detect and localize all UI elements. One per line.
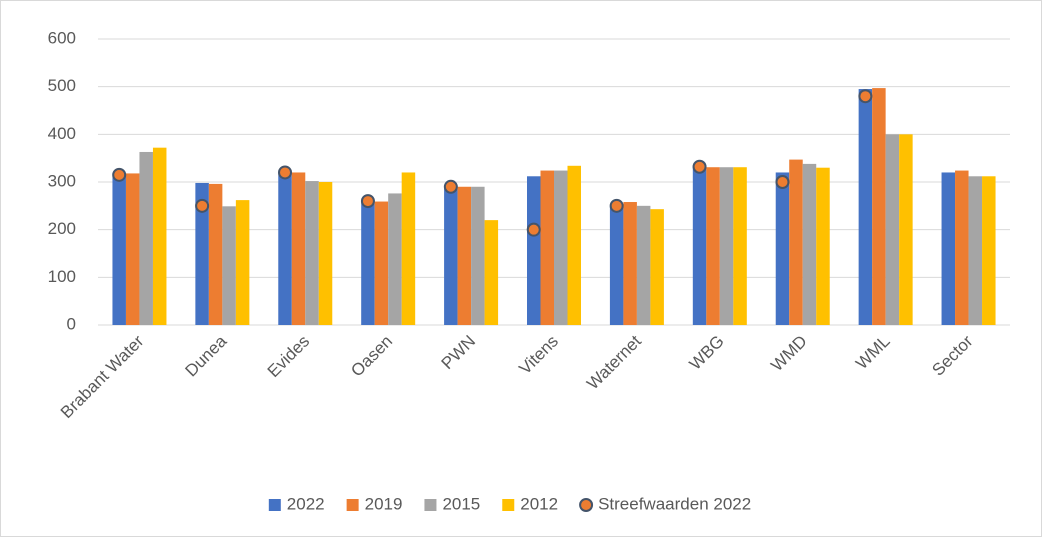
bar (222, 206, 236, 325)
bar (719, 167, 734, 325)
target-marker (278, 165, 293, 180)
y-tick-label: 400 (48, 124, 76, 143)
y-tick-label: 200 (48, 219, 76, 238)
y-tick-label: 300 (48, 171, 76, 190)
target-marker (112, 167, 127, 182)
target-marker (858, 89, 873, 104)
target-marker (195, 198, 210, 213)
bar (554, 170, 568, 325)
bar (775, 172, 790, 325)
legend-label: 2015 (442, 494, 480, 513)
legend-swatch (268, 499, 281, 511)
target-marker (609, 198, 624, 213)
bar (623, 202, 637, 325)
bar (982, 176, 996, 325)
bar (816, 167, 830, 325)
bar (650, 209, 664, 325)
bar (208, 183, 223, 325)
legend-swatch (424, 499, 437, 511)
bar (401, 172, 416, 325)
target-marker (443, 179, 458, 194)
bar (278, 171, 292, 325)
bar (471, 186, 485, 325)
bar (388, 193, 402, 325)
bar (112, 173, 126, 325)
bar (609, 205, 624, 325)
bar (152, 147, 167, 325)
bar (899, 134, 913, 325)
bar (444, 185, 458, 325)
bar (125, 173, 140, 325)
bar (374, 201, 389, 325)
bar (527, 176, 541, 325)
bar (872, 88, 886, 325)
bar (457, 186, 472, 325)
bar (802, 163, 817, 325)
y-tick-label: 600 (48, 28, 76, 47)
legend-swatch (502, 499, 515, 511)
target-marker (775, 175, 790, 189)
bar (692, 166, 707, 325)
bar (195, 182, 209, 325)
legend-label: 2022 (287, 494, 325, 513)
y-tick-label: 0 (67, 314, 76, 333)
legend-swatch (346, 499, 359, 511)
y-tick-label: 500 (48, 76, 76, 95)
bar (235, 200, 250, 325)
bar (291, 172, 306, 325)
bar (139, 151, 153, 325)
y-tick-label: 100 (48, 267, 76, 286)
target-marker (526, 222, 541, 237)
bar (789, 159, 803, 325)
legend-label: Streefwaarden 2022 (598, 494, 751, 513)
legend-marker (579, 498, 594, 512)
bar (858, 89, 873, 325)
bar (540, 170, 554, 325)
target-marker (360, 194, 375, 209)
legend-label: 2012 (520, 494, 558, 513)
bar (361, 200, 375, 325)
bar (885, 134, 900, 325)
bar (318, 182, 333, 325)
bar (733, 167, 747, 325)
bar (706, 167, 720, 325)
legend-label: 2019 (365, 494, 403, 513)
target-marker (692, 159, 707, 174)
bar (955, 170, 969, 325)
bar (305, 181, 319, 325)
bar (941, 172, 956, 325)
bar (484, 220, 499, 325)
bar (567, 165, 581, 325)
bar (968, 176, 983, 325)
bar (636, 205, 651, 325)
